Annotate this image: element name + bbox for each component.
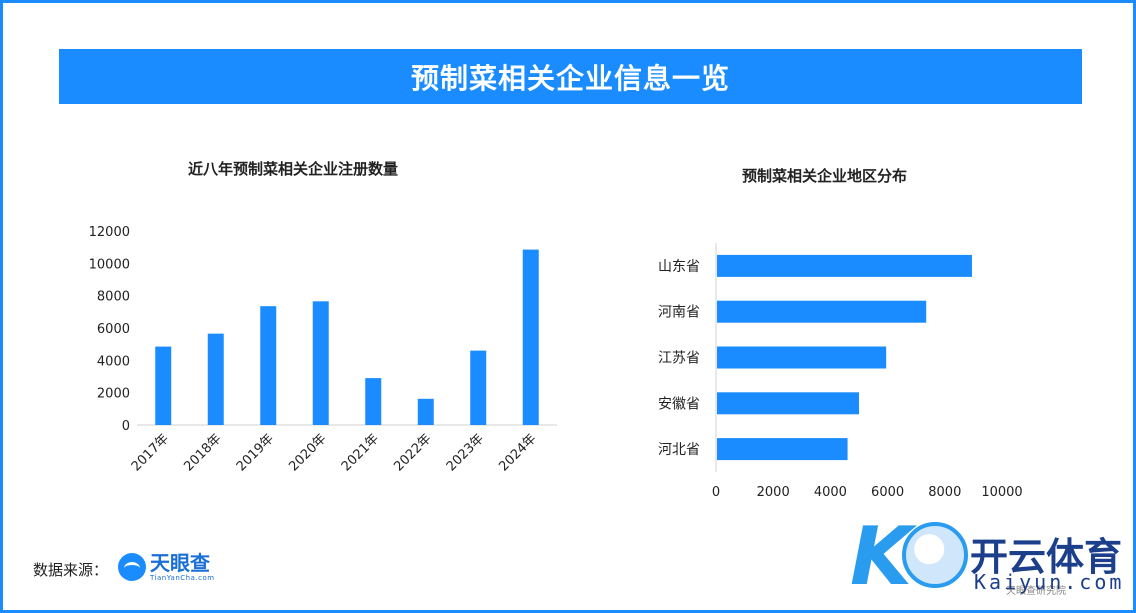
bar-y-tick-label: 4000 (97, 354, 130, 369)
bar-2021年 (365, 378, 382, 425)
hbar-x-tick-label: 10000 (981, 485, 1022, 500)
watermark-research-label: 天眼查研究院 (1006, 586, 1066, 597)
bar-2024年 (522, 249, 539, 425)
hbar-河南省 (717, 300, 927, 323)
bar-y-tick-label: 2000 (97, 387, 130, 402)
hbar-江苏省 (717, 346, 887, 369)
bar-2023年 (470, 350, 487, 425)
tianyancha-logo-name: 天眼查 (150, 551, 210, 575)
bar-x-tick-label: 2024年 (496, 431, 539, 474)
hbar-x-tick-label: 6000 (871, 485, 904, 500)
bar-y-tick-label: 10000 (89, 257, 130, 272)
bar-x-tick-label: 2021年 (339, 431, 382, 474)
bar-y-tick-label: 8000 (97, 290, 130, 305)
hbar-category-label: 河北省 (658, 442, 700, 458)
bar-x-tick-label: 2022年 (391, 431, 434, 474)
bar-y-tick-label: 12000 (89, 225, 130, 240)
bar-2017年 (155, 346, 172, 425)
kaiyun-watermark: K 开云体育 Kaiyun.com 天眼查研究院 (850, 512, 1130, 607)
watermark-brand-cn: 开云体育 (970, 535, 1123, 579)
bar-2022年 (417, 398, 434, 425)
bar-x-tick-label: 2023年 (444, 431, 487, 474)
bar-x-tick-label: 2019年 (234, 431, 277, 474)
tianyancha-logo: 天眼查 TianYanCha.com (118, 552, 215, 582)
hbar-x-tick-label: 4000 (814, 485, 847, 500)
source-label: 数据来源： (33, 561, 109, 579)
hbar-安徽省 (717, 392, 859, 415)
bar-2019年 (260, 306, 277, 425)
page-title: 预制菜相关企业信息一览 (410, 61, 730, 95)
hbar-x-tick-label: 8000 (928, 485, 961, 500)
hbar-category-label: 河南省 (658, 305, 700, 321)
hbar-x-tick-label: 2000 (757, 485, 790, 500)
tianyancha-logo-sub: TianYanCha.com (150, 574, 215, 582)
bar-x-tick-label: 2018年 (181, 431, 224, 474)
soccer-ball-icon (902, 522, 968, 588)
tianyancha-logo-icon (118, 553, 146, 581)
bar-2018年 (207, 333, 224, 425)
bar-y-tick-label: 6000 (97, 322, 130, 337)
bar-chart-title: 近八年预制菜相关企业注册数量 (188, 160, 399, 178)
k-logo-icon: K (850, 510, 912, 603)
bar-x-tick-label: 2017年 (129, 431, 172, 474)
hbar-山东省 (717, 254, 972, 277)
bar-y-tick-label: 0 (122, 419, 130, 434)
hbar-河北省 (717, 438, 848, 461)
title-banner: 预制菜相关企业信息一览 (59, 49, 1082, 104)
hbar-category-label: 山东省 (658, 259, 700, 275)
hbar-category-label: 安徽省 (658, 396, 700, 412)
bar-x-tick-label: 2020年 (286, 431, 329, 474)
watermark-brand-en: Kaiyun.com (974, 570, 1125, 594)
hbar-x-tick-label: 0 (712, 485, 720, 500)
bar-2020年 (312, 301, 329, 425)
hbar-chart-title: 预制菜相关企业地区分布 (742, 167, 908, 185)
hbar-category-label: 江苏省 (658, 351, 700, 367)
